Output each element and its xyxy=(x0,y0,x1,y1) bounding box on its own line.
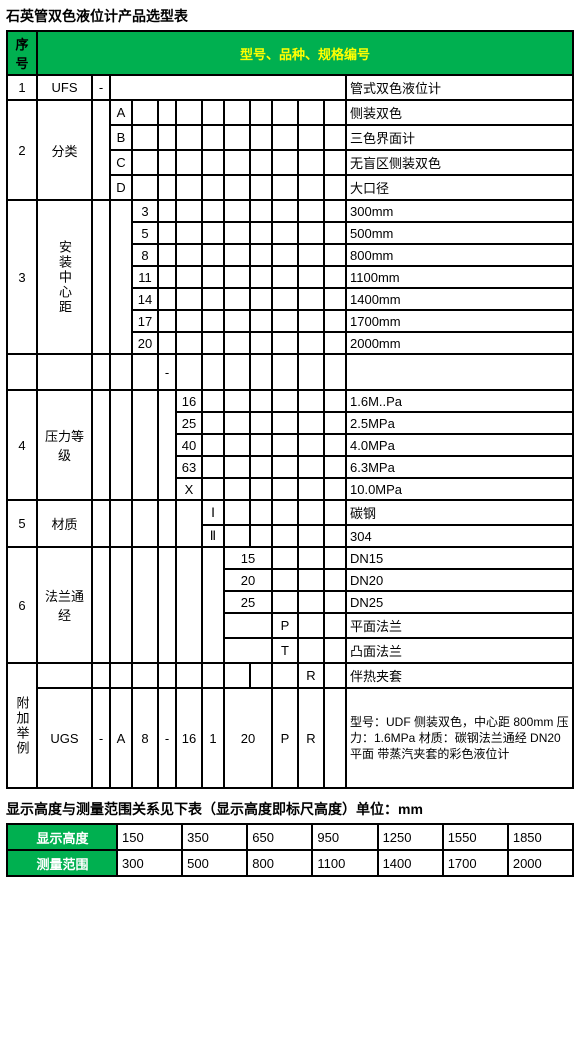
dash-cell: - xyxy=(158,354,176,390)
relation-title: 显示高度与测量范围关系见下表（显示高度即标尺高度）单位：mm xyxy=(6,799,574,819)
seq-2: 2 xyxy=(7,100,37,200)
seq-4: 4 xyxy=(7,390,37,500)
code-cell: B xyxy=(110,125,132,150)
table-row: 4 压力等级 16 1.6M..Pa xyxy=(7,390,573,412)
header-seq: 序号 xyxy=(7,31,37,75)
empty-cell xyxy=(92,100,110,200)
page-title: 石英管双色液位计产品选型表 xyxy=(6,6,574,26)
label-material: 材质 xyxy=(37,500,92,547)
desc-cell: 侧装双色 xyxy=(346,100,573,125)
rel-header-range: 测量范围 xyxy=(7,850,117,876)
code-cell: A xyxy=(110,100,132,125)
code-cell: D xyxy=(110,175,132,200)
example-row: UGS - A 8 - 16 1 20 P R 型号：UDF 侧装双色，中心距 … xyxy=(7,688,573,788)
label-install: 安装中心距 xyxy=(37,200,92,354)
header-main: 型号、品种、规格编号 xyxy=(37,31,573,75)
table-row: 6 法兰通经 15 DN15 xyxy=(7,547,573,569)
empty-cell xyxy=(110,200,132,354)
desc-cell: 大口径 xyxy=(346,175,573,200)
desc-cell: 管式双色液位计 xyxy=(346,75,573,100)
relation-table: 显示高度 150 350 650 950 1250 1550 1850 测量范围… xyxy=(6,823,574,877)
example-desc: 型号：UDF 侧装双色，中心距 800mm 压力：1.6MPa 材质：碳钢法兰通… xyxy=(346,688,573,788)
code-cell: 3 xyxy=(132,200,158,222)
selection-table: 序号 型号、品种、规格编号 1 UFS - 管式双色液位计 2 分类 A 侧装双… xyxy=(6,30,574,789)
label-pressure: 压力等级 xyxy=(37,390,92,500)
label-flange: 法兰通经 xyxy=(37,547,92,663)
label-classify: 分类 xyxy=(37,100,92,200)
desc-cell: 三色界面计 xyxy=(346,125,573,150)
seq-6: 6 xyxy=(7,547,37,663)
empty-cell xyxy=(110,75,346,100)
seq-1: 1 xyxy=(7,75,37,100)
dash-cell: - xyxy=(92,75,110,100)
seq-5: 5 xyxy=(7,500,37,547)
seq-3: 3 xyxy=(7,200,37,354)
table-header: 序号 型号、品种、规格编号 xyxy=(7,31,573,75)
label-example: 附加举例 xyxy=(7,663,37,788)
table-row: 1 UFS - 管式双色液位计 xyxy=(7,75,573,100)
desc-cell: 300mm xyxy=(346,200,573,222)
table-row: 3 安装中心距 3 300mm xyxy=(7,200,573,222)
table-row: 5 材质 Ⅰ 碳钢 xyxy=(7,500,573,525)
desc-cell: 无盲区侧装双色 xyxy=(346,150,573,175)
rel-header-display: 显示高度 xyxy=(7,824,117,850)
table-row: 2 分类 A 侧装双色 xyxy=(7,100,573,125)
table-row: 显示高度 150 350 650 950 1250 1550 1850 xyxy=(7,824,573,850)
code-ufs: UFS xyxy=(37,75,92,100)
table-row: 附加举例 R 伴热夹套 xyxy=(7,663,573,688)
table-row: - xyxy=(7,354,573,390)
empty-cell xyxy=(92,200,110,354)
code-cell: C xyxy=(110,150,132,175)
table-row: 测量范围 300 500 800 1100 1400 1700 2000 xyxy=(7,850,573,876)
